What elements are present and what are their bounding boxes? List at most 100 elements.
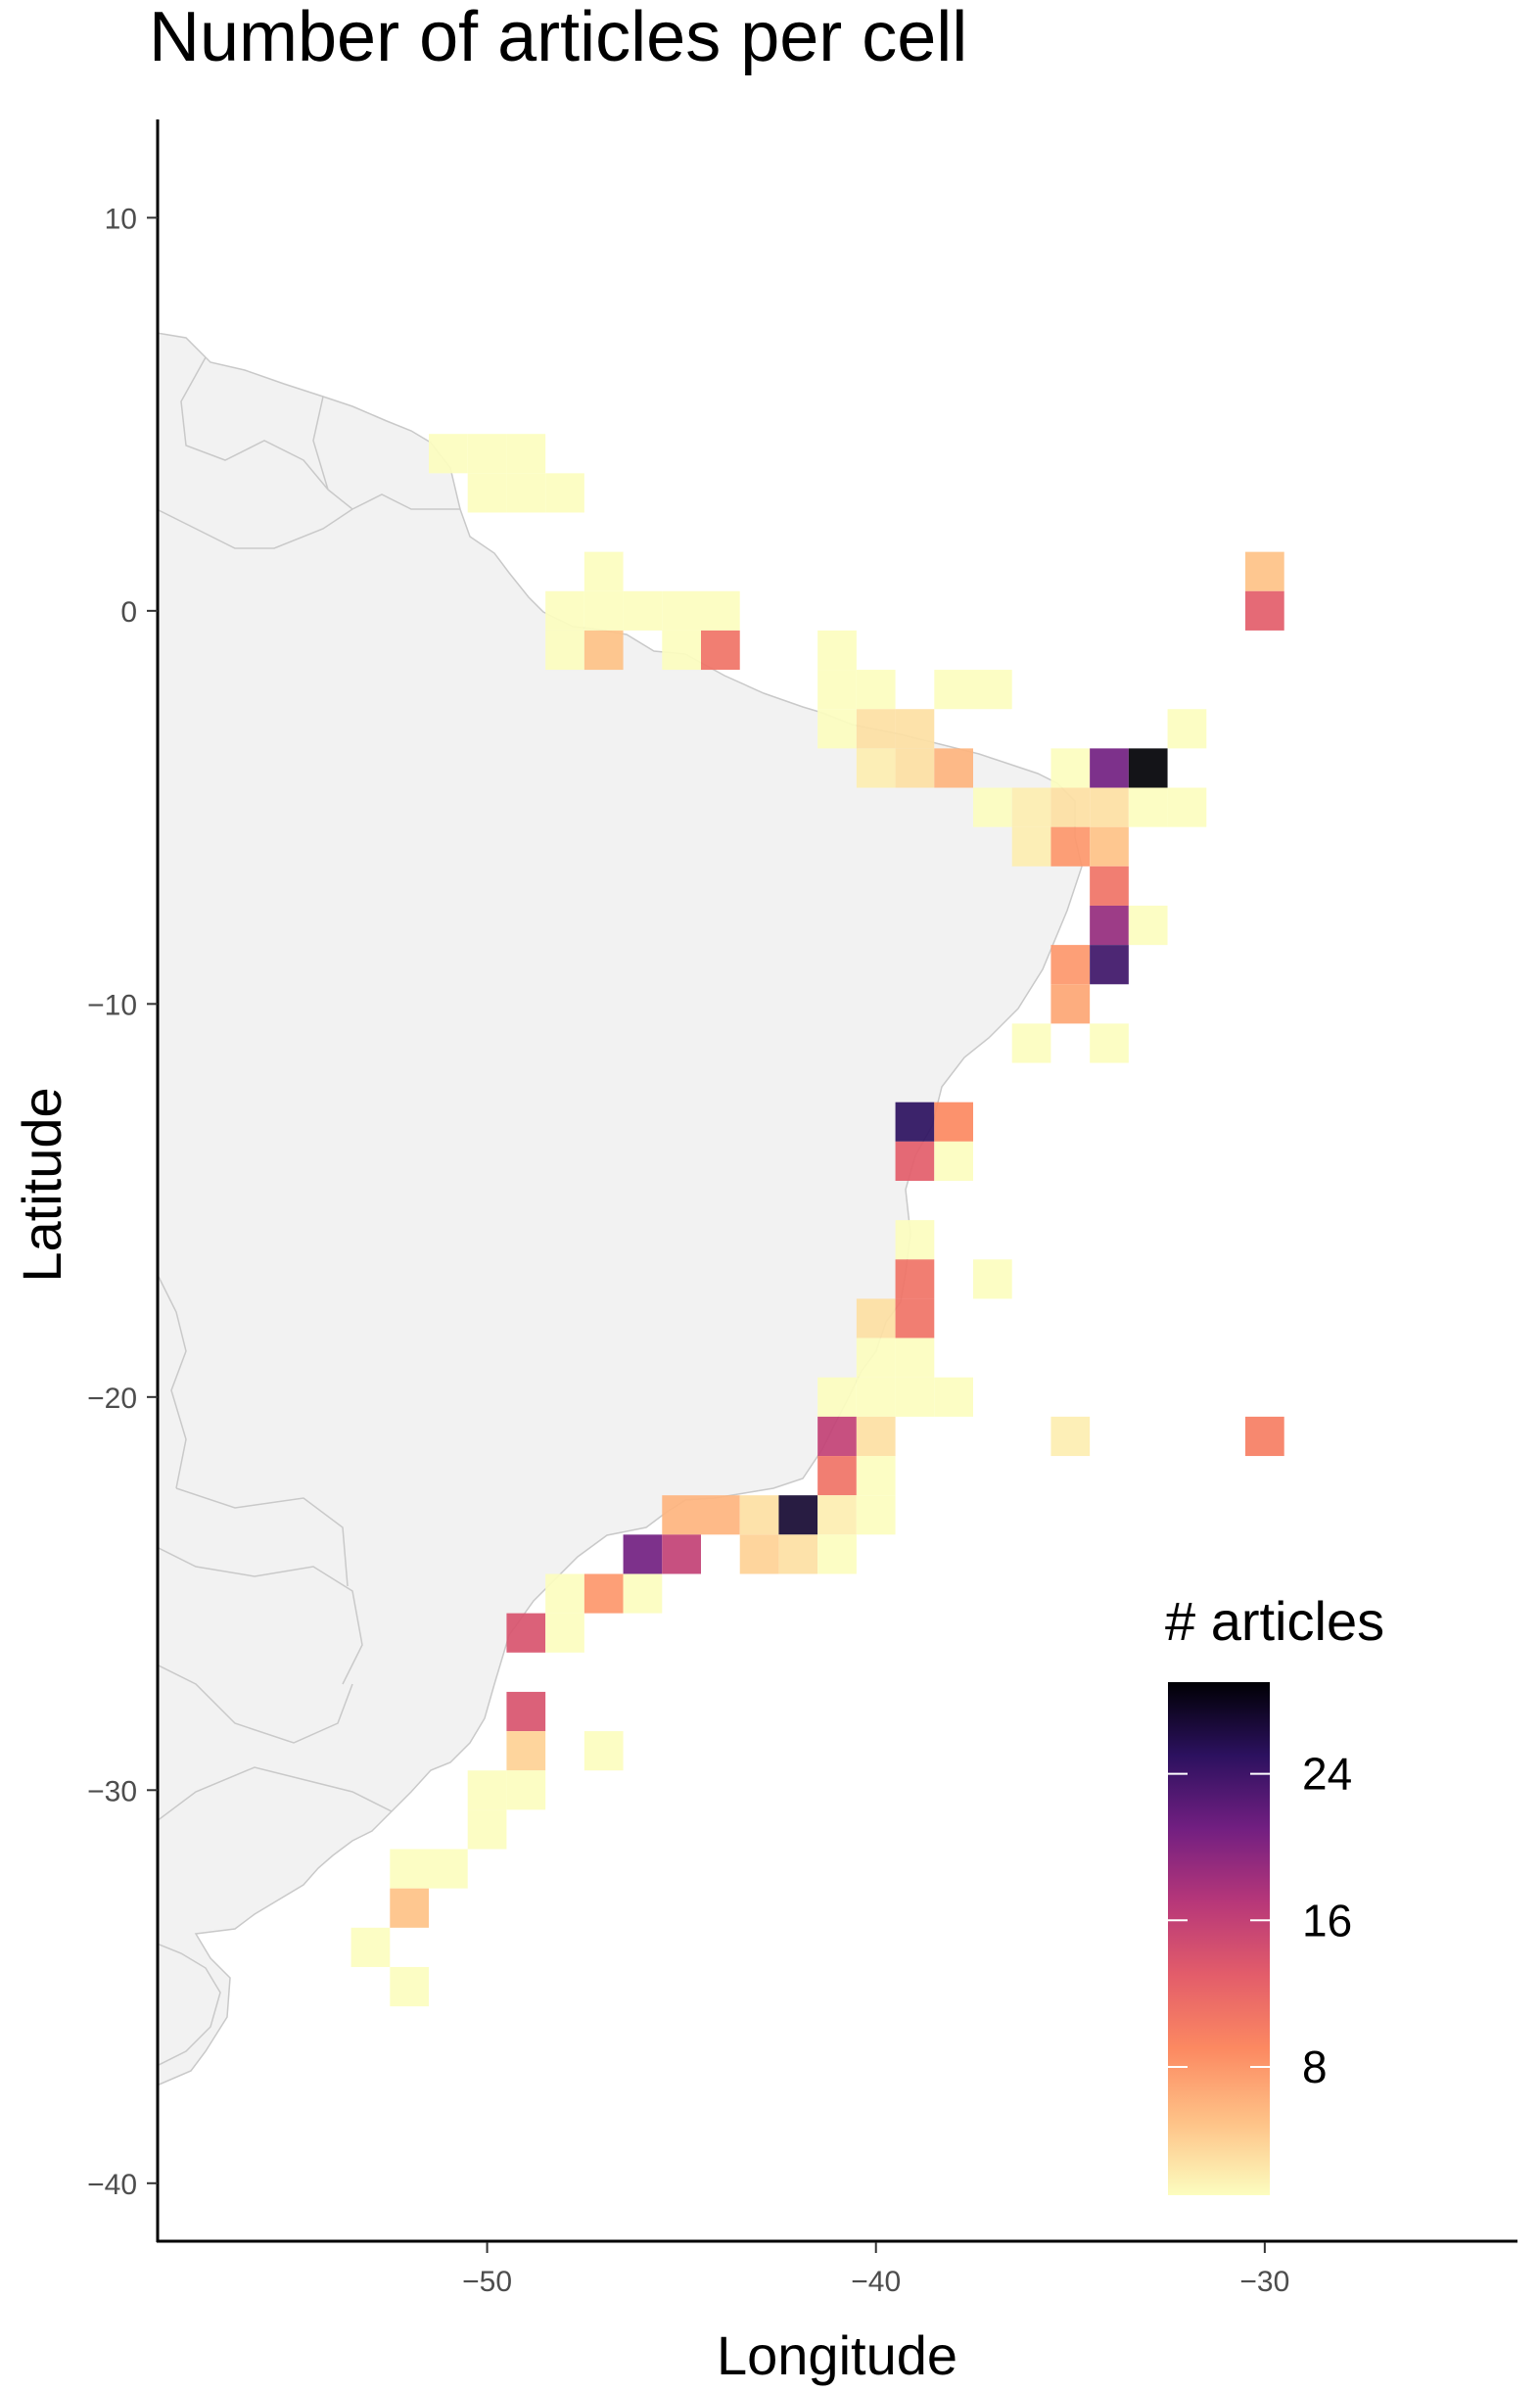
heatmap-cell <box>856 748 896 788</box>
heatmap-cell <box>506 1770 546 1810</box>
legend-title: # articles <box>1165 1590 1384 1652</box>
heatmap-cell <box>1128 748 1168 788</box>
heatmap-cell <box>506 473 546 513</box>
heatmap-cell <box>506 1691 546 1732</box>
heatmap-cell <box>467 1770 507 1810</box>
legend-ticks: 8 16 24 <box>1168 1749 1352 2092</box>
heatmap-cell <box>662 1534 701 1574</box>
heatmap-cell <box>1090 866 1129 906</box>
heatmap-cell <box>390 1966 429 2007</box>
legend-tick-label: 8 <box>1302 2041 1328 2092</box>
heatmap-cell <box>467 473 507 513</box>
heatmap-cell <box>467 1809 507 1850</box>
heatmap-cell <box>623 1573 663 1614</box>
heatmap-cell <box>583 590 624 631</box>
heatmap-cell <box>1090 826 1129 867</box>
heatmap-cell <box>1050 826 1091 867</box>
heatmap-cell <box>895 1141 935 1181</box>
heatmap-cell <box>895 1102 935 1142</box>
heatmap-cell <box>1050 1416 1091 1457</box>
heatmap-cell <box>856 1416 896 1457</box>
tierra-del-fuego-edge <box>157 1943 221 2067</box>
heatmap-cell <box>895 1259 935 1299</box>
heatmap-cell <box>662 590 701 631</box>
heatmap-cell <box>1011 1023 1051 1063</box>
x-tick-label: −50 <box>462 2266 512 2298</box>
heatmap-cell <box>1245 590 1284 631</box>
y-axis-title: Latitude <box>11 1087 72 1282</box>
heatmap-cell <box>895 1298 935 1338</box>
heatmap-cell <box>778 1534 818 1574</box>
heatmap-cell <box>1090 905 1129 946</box>
heatmap-cell <box>934 1141 973 1181</box>
y-tick-label: −40 <box>87 2169 137 2201</box>
heatmap-cell <box>701 630 740 671</box>
heatmap-cell <box>817 1495 857 1535</box>
heatmap-cell <box>973 670 1012 710</box>
heatmap-cell <box>739 1495 779 1535</box>
heatmap-cell <box>856 1377 896 1417</box>
heatmap-cell <box>390 1849 429 1889</box>
heatmap-cell <box>1050 984 1091 1024</box>
heatmap-cell <box>701 590 740 631</box>
legend-colorbar <box>1168 1682 1270 2195</box>
heatmap-cell <box>506 1613 546 1653</box>
heatmap-cell <box>467 434 507 474</box>
heatmap-cell <box>856 670 896 710</box>
heatmap-cell <box>817 1416 857 1457</box>
legend: # articles 8 16 24 <box>1165 1590 1384 2195</box>
heatmap-cell <box>545 1613 584 1653</box>
heatmap-cell <box>934 1377 973 1417</box>
heatmap-cell <box>701 1495 740 1535</box>
heatmap-cell <box>506 434 546 474</box>
heatmap-cell <box>545 473 584 513</box>
heatmap-cell <box>1090 787 1129 827</box>
heatmap-cell <box>1128 787 1168 827</box>
heatmap-cell <box>1011 787 1051 827</box>
y-tick-label: 0 <box>120 596 137 629</box>
heatmap-cell <box>1167 709 1207 749</box>
heatmap-cell <box>1090 1023 1129 1063</box>
heatmap-cell <box>545 590 584 631</box>
heatmap-cell <box>817 709 857 749</box>
heatmap-cell <box>1011 826 1051 867</box>
heatmap-cell <box>778 1495 818 1535</box>
heatmap-cell <box>934 1102 973 1142</box>
heatmap-cell <box>817 1456 857 1496</box>
heatmap-cell <box>1090 945 1129 985</box>
heatmap-cell <box>856 1337 896 1378</box>
heatmap-cell <box>895 709 935 749</box>
x-axis-title: Longitude <box>717 2324 957 2386</box>
heatmap-cell <box>856 1298 896 1338</box>
heatmap-cell <box>934 670 973 710</box>
heatmap-cell <box>973 1259 1012 1299</box>
heatmap-cell <box>739 1534 779 1574</box>
heatmap-cell <box>1245 551 1284 591</box>
y-tick-label: −20 <box>87 1383 137 1415</box>
heatmap-cell <box>583 551 624 591</box>
heatmap-cell <box>623 1534 663 1574</box>
heatmap-cell <box>895 748 935 788</box>
heatmap-cell <box>623 590 663 631</box>
y-tick-label: 10 <box>105 203 137 235</box>
x-axis: −50 −40 −30 <box>157 2239 1517 2298</box>
heatmap-cell <box>856 1495 896 1535</box>
chart-title: Number of articles per cell <box>149 0 967 76</box>
heatmap-cell <box>1245 1416 1284 1457</box>
heatmap-cell <box>1050 787 1091 827</box>
x-tick-label: −40 <box>851 2266 901 2298</box>
heatmap-cell <box>662 630 701 671</box>
heatmap-cell <box>1167 787 1207 827</box>
x-ticks: −50 −40 −30 <box>462 2242 1289 2298</box>
legend-tick-label: 16 <box>1302 1895 1352 1946</box>
heatmap-cell <box>583 630 624 671</box>
heatmap-cell <box>973 787 1012 827</box>
heatmap-cell <box>1128 905 1168 946</box>
heatmap-cell <box>817 630 857 671</box>
heatmap-cell <box>390 1888 429 1928</box>
heatmap-cell <box>350 1927 391 1967</box>
country-borders <box>157 356 460 1822</box>
legend-tick-label: 24 <box>1302 1749 1352 1800</box>
heatmap-cell <box>1050 748 1091 788</box>
